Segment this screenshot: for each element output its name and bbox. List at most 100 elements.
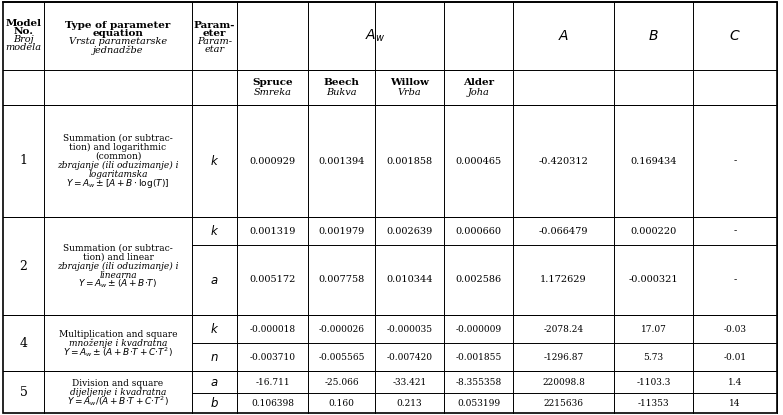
Text: 1.4: 1.4 — [728, 378, 742, 386]
Text: (common): (common) — [95, 152, 141, 161]
Text: 220098.8: 220098.8 — [542, 378, 585, 386]
Text: -: - — [734, 156, 737, 166]
Text: $a$: $a$ — [211, 273, 218, 286]
Text: $k$: $k$ — [210, 154, 219, 168]
Text: Division and square: Division and square — [73, 378, 164, 388]
Text: Model: Model — [5, 20, 41, 29]
Text: 4: 4 — [20, 337, 27, 349]
Text: equation: equation — [92, 29, 143, 39]
Text: Param-: Param- — [193, 22, 235, 30]
Text: zbrajanje (ili oduzimanje) i: zbrajanje (ili oduzimanje) i — [57, 161, 179, 170]
Text: -0.000018: -0.000018 — [250, 325, 295, 334]
Text: -8.355358: -8.355358 — [456, 378, 502, 386]
Text: Alder: Alder — [463, 78, 494, 87]
Text: 0.002586: 0.002586 — [456, 276, 502, 285]
Text: -0.007420: -0.007420 — [387, 352, 432, 361]
Text: Param-: Param- — [197, 37, 232, 46]
Text: Willow: Willow — [390, 78, 429, 87]
Text: 0.000220: 0.000220 — [630, 227, 677, 235]
Text: -0.005565: -0.005565 — [318, 352, 365, 361]
Text: -0.003710: -0.003710 — [250, 352, 295, 361]
Text: -: - — [734, 227, 737, 235]
Text: -1296.87: -1296.87 — [543, 352, 583, 361]
Text: -0.000009: -0.000009 — [456, 325, 502, 334]
Text: jednadžbe: jednadžbe — [92, 45, 143, 55]
Text: $b$: $b$ — [210, 396, 219, 410]
Text: $n$: $n$ — [210, 351, 218, 364]
Text: 5: 5 — [20, 386, 27, 398]
Text: -16.711: -16.711 — [255, 378, 290, 386]
Text: $B$: $B$ — [648, 29, 659, 43]
Text: logaritamska: logaritamska — [88, 170, 148, 179]
Text: 0.106398: 0.106398 — [251, 398, 294, 408]
Text: 0.010344: 0.010344 — [386, 276, 433, 285]
Text: tion) and logarithmic: tion) and logarithmic — [70, 143, 167, 152]
Text: tion) and linear: tion) and linear — [82, 252, 153, 261]
Text: 0.169434: 0.169434 — [630, 156, 677, 166]
Text: Beech: Beech — [323, 78, 359, 87]
Text: Type of parameter: Type of parameter — [65, 22, 171, 30]
Text: 0.002639: 0.002639 — [386, 227, 433, 235]
Text: 1.172629: 1.172629 — [540, 276, 586, 285]
Text: 0.160: 0.160 — [329, 398, 355, 408]
Text: No.: No. — [13, 27, 34, 37]
Text: linearna: linearna — [99, 271, 137, 279]
Text: Summation (or subtrac-: Summation (or subtrac- — [63, 134, 173, 143]
Text: 0.005172: 0.005172 — [249, 276, 296, 285]
Text: etar: etar — [204, 46, 225, 54]
Text: $Y = A_{w} \pm (A + B{\cdot}T + C{\cdot}T^2)$: $Y = A_{w} \pm (A + B{\cdot}T + C{\cdot}… — [63, 345, 173, 359]
Text: eter: eter — [203, 29, 226, 39]
Text: Bukva: Bukva — [327, 88, 357, 97]
Text: -2078.24: -2078.24 — [543, 325, 583, 334]
Text: Summation (or subtrac-: Summation (or subtrac- — [63, 244, 173, 252]
Text: -11353: -11353 — [637, 398, 669, 408]
Text: $k$: $k$ — [210, 322, 219, 336]
Text: množenje i kvadratna: množenje i kvadratna — [69, 338, 168, 348]
Text: 0.001319: 0.001319 — [249, 227, 296, 235]
Text: $C$: $C$ — [729, 29, 741, 43]
Text: $k$: $k$ — [210, 224, 219, 238]
Text: Vrsta parametarske: Vrsta parametarske — [69, 37, 167, 46]
Text: 0.000465: 0.000465 — [456, 156, 502, 166]
Text: modela: modela — [5, 44, 41, 53]
Text: 0.053199: 0.053199 — [457, 398, 500, 408]
Text: $Y = A_{w} \pm [A + B \cdot \log(T)]$: $Y = A_{w} \pm [A + B \cdot \log(T)]$ — [67, 177, 170, 190]
Text: -33.421: -33.421 — [392, 378, 427, 386]
Text: -0.000035: -0.000035 — [387, 325, 432, 334]
Text: 0.001394: 0.001394 — [319, 156, 365, 166]
Text: 2215636: 2215636 — [543, 398, 583, 408]
Text: 0.000660: 0.000660 — [456, 227, 501, 235]
Text: 0.213: 0.213 — [397, 398, 422, 408]
Text: 0.001858: 0.001858 — [387, 156, 432, 166]
Text: zbrajanje (ili oduzimanje) i: zbrajanje (ili oduzimanje) i — [57, 261, 179, 271]
Text: Smreka: Smreka — [254, 88, 291, 97]
Text: -0.01: -0.01 — [723, 352, 746, 361]
Text: Spruce: Spruce — [252, 78, 293, 87]
Text: dijeljenje i kvadratna: dijeljenje i kvadratna — [70, 388, 166, 396]
Text: 5.73: 5.73 — [644, 352, 663, 361]
Text: -: - — [734, 276, 737, 285]
Text: $A_w$: $A_w$ — [365, 28, 385, 44]
Text: 0.000929: 0.000929 — [250, 156, 295, 166]
Text: -0.001855: -0.001855 — [455, 352, 502, 361]
Text: 14: 14 — [729, 398, 741, 408]
Text: -0.000321: -0.000321 — [629, 276, 678, 285]
Text: -1103.3: -1103.3 — [637, 378, 671, 386]
Text: 1: 1 — [20, 154, 27, 168]
Text: -0.420312: -0.420312 — [539, 156, 589, 166]
Text: Joha: Joha — [467, 88, 489, 97]
Text: $Y = A_{w} / (A + B{\cdot}T + C{\cdot}T^2)$: $Y = A_{w} / (A + B{\cdot}T + C{\cdot}T^… — [67, 394, 169, 408]
Text: 17.07: 17.07 — [640, 325, 666, 334]
Text: 0.001979: 0.001979 — [319, 227, 365, 235]
Text: -0.066479: -0.066479 — [539, 227, 588, 235]
Text: 2: 2 — [20, 259, 27, 273]
Text: $Y = A_{w} \pm (A + B{\cdot}T)$: $Y = A_{w} \pm (A + B{\cdot}T)$ — [78, 278, 157, 290]
Text: -25.066: -25.066 — [324, 378, 359, 386]
Text: -0.000026: -0.000026 — [319, 325, 365, 334]
Text: 0.007758: 0.007758 — [319, 276, 365, 285]
Text: Multiplication and square: Multiplication and square — [59, 330, 177, 339]
Text: Vrba: Vrba — [398, 88, 421, 97]
Text: -0.03: -0.03 — [723, 325, 746, 334]
Text: $A$: $A$ — [557, 29, 569, 43]
Text: $a$: $a$ — [211, 376, 218, 388]
